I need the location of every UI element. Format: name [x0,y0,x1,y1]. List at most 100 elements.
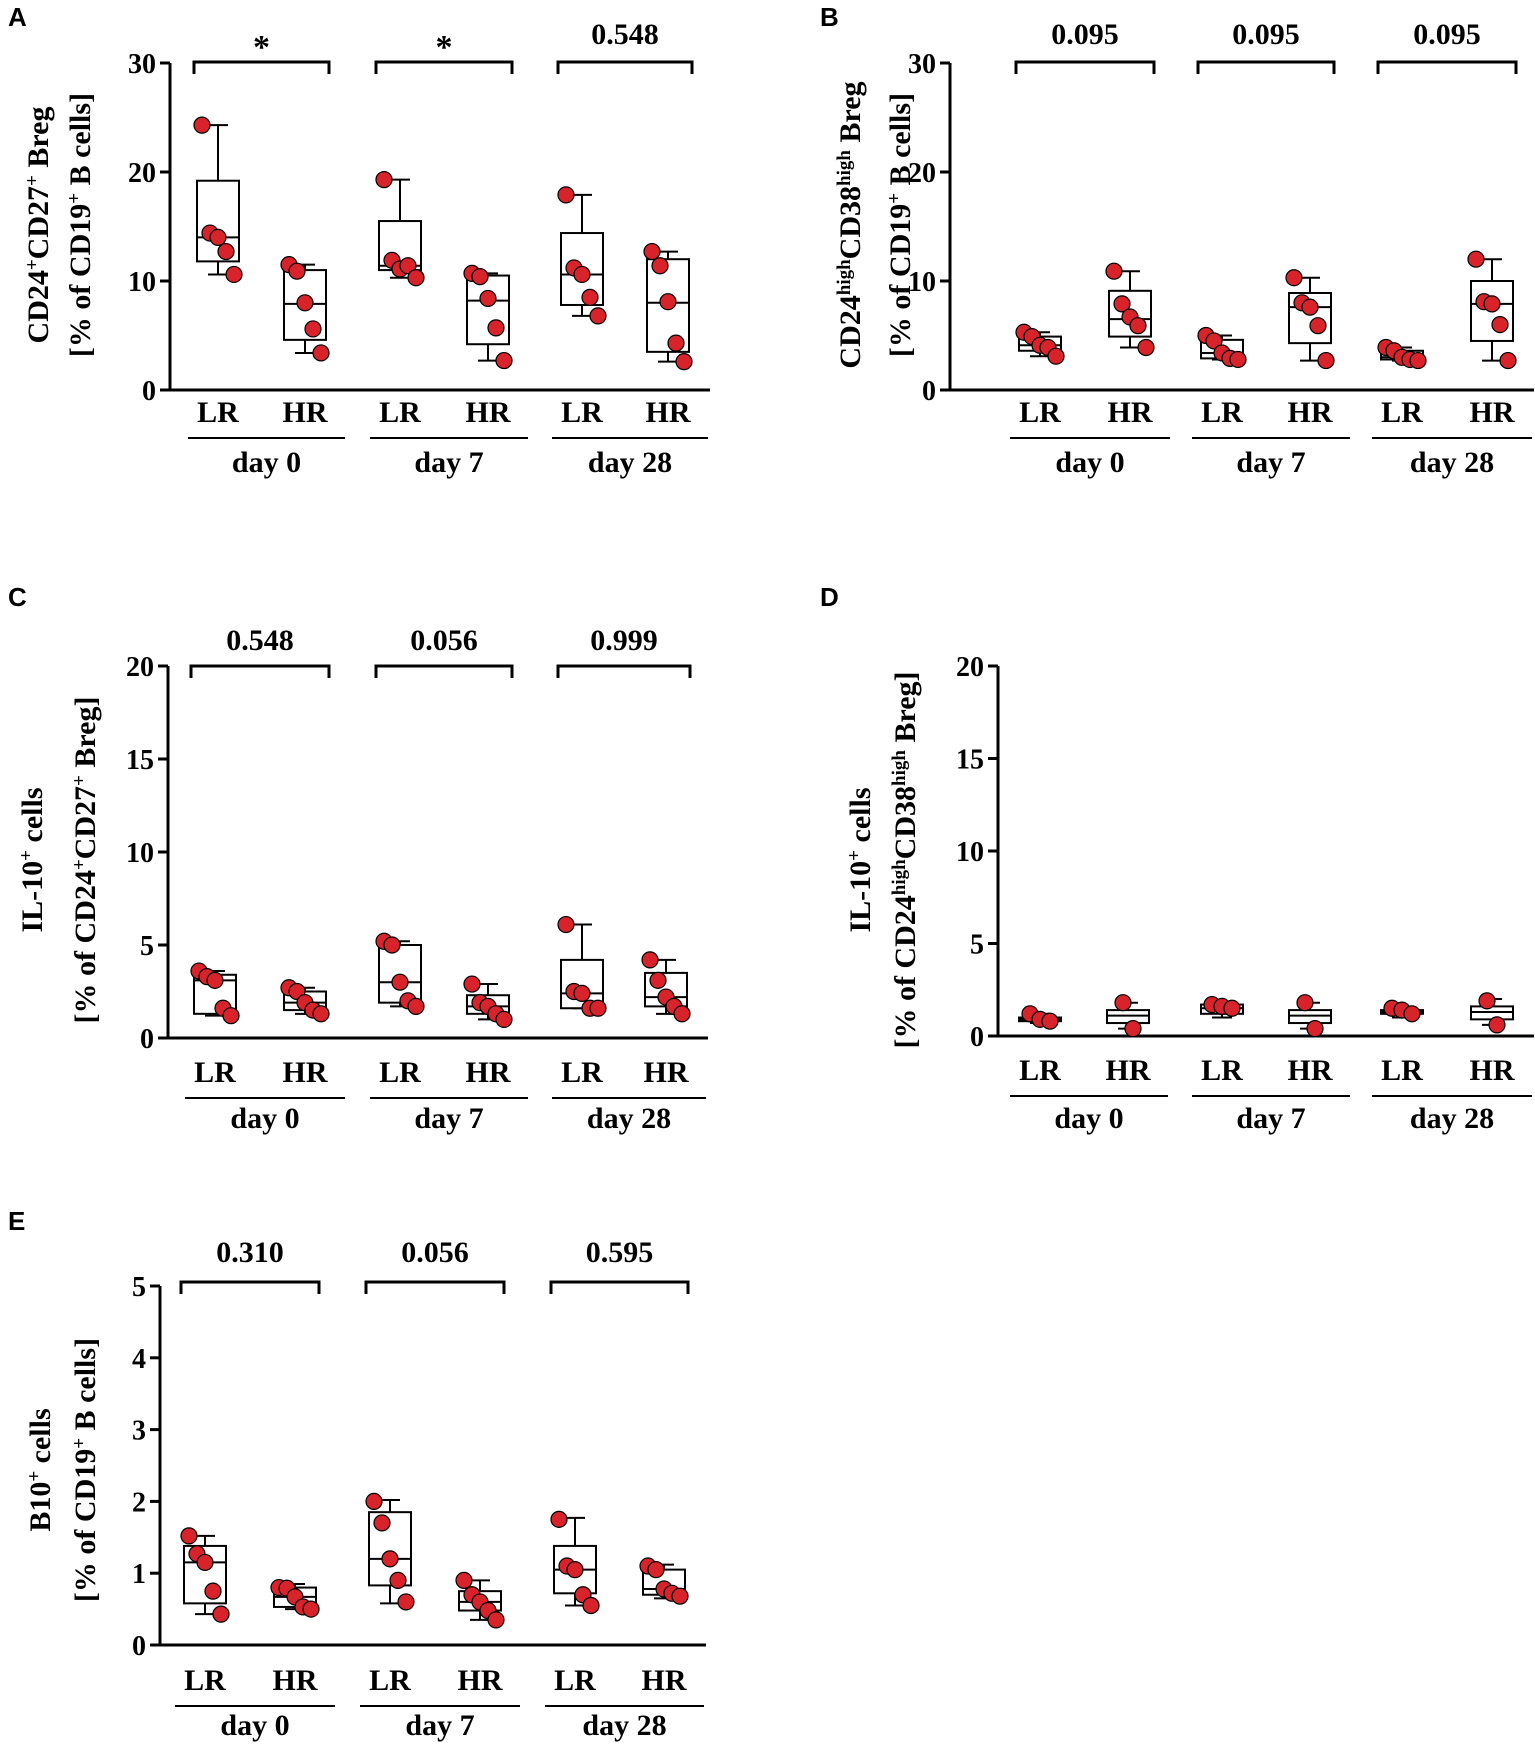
y-axis-label-line-1: CD24highCD38high Breg [834,81,868,368]
data-point [479,289,497,308]
day-label: day 28 [588,446,672,479]
data-point [217,242,235,261]
data-point [312,344,330,362]
box-HR-4 [463,264,513,370]
data-point [487,1611,505,1629]
group-label: HR [1288,396,1333,429]
group-label: LR [184,1664,226,1697]
significance-bracket [364,1280,506,1294]
group-label: HR [646,396,691,429]
p-value-label: 0.056 [401,1236,469,1269]
data-point [1403,1005,1421,1023]
data-point [647,1561,665,1579]
day-label: day 0 [232,446,301,479]
panel-letter: C [8,582,27,612]
box-HR-2 [280,979,330,1023]
data-point [383,936,401,954]
box-HR-4 [463,975,513,1029]
box-LR-5 [550,1510,600,1615]
box-LR-1 [190,962,240,1025]
y-tick-label: 20 [128,158,156,189]
y-tick-label: 10 [126,838,154,869]
data-point [566,1561,584,1579]
group-label: LR [1201,1054,1243,1087]
panel-letter: E [8,1206,25,1236]
data-point [1488,1016,1506,1034]
y-tick-label: 3 [132,1416,146,1447]
data-point [373,1514,391,1532]
data-point [1105,262,1123,280]
data-point [365,1492,383,1511]
data-point [1306,1019,1324,1038]
data-point [1491,316,1509,334]
significance-bracket [556,664,692,678]
y-axis-label-line-2: [% of CD19+ B cells] [69,1338,103,1602]
box-HR-4 [1288,994,1332,1038]
data-point [1124,1019,1142,1038]
data-point [1113,295,1131,313]
box-HR-6 [1470,992,1514,1034]
y-tick-label: 5 [140,931,154,962]
panel-letter: B [820,2,839,32]
box-LR-3 [375,171,425,287]
data-point [1223,999,1241,1017]
group-label: LR [197,396,239,429]
box-LR-1 [1015,323,1065,365]
data-point [1041,1012,1059,1030]
group-label: HR [644,1056,689,1089]
y-axis-label-line-1: IL-10+ cells [16,788,50,933]
box-LR-3 [1197,326,1247,369]
panel-E: E 0 1 2 3 4 5 B10+ cells [% of CD19+ B cells] LR H… [8,1206,706,1742]
group-label: LR [1201,396,1243,429]
y-tick-label: 0 [132,1631,146,1662]
group-label: LR [1019,396,1061,429]
significance-bracket [192,60,331,74]
p-value-label: 0.595 [586,1236,654,1269]
p-value-label: * [253,29,270,66]
group-label: HR [466,396,511,429]
significance-bracket [179,1280,321,1294]
data-point [487,319,505,337]
day-label: day 0 [220,1709,289,1742]
group-label: LR [1019,1054,1061,1087]
data-point [1129,317,1147,335]
data-point [1483,295,1501,313]
day-label: day 7 [1236,1102,1305,1135]
y-axis-label-line-1: B10+ cells [24,1408,58,1531]
y-axis-label-line-2: [% of CD19+ B cells] [884,93,918,357]
box-HR-4 [455,1571,505,1629]
data-point [659,293,677,311]
p-value-label: 0.095 [1413,18,1481,51]
significance-bracket [374,664,514,678]
box [466,274,510,346]
significance-bracket [556,60,694,74]
box-LR-5 [1380,999,1424,1023]
y-tick-label: 10 [956,837,984,868]
box-HR-2 [1105,262,1155,357]
data-point [180,1527,198,1545]
y-axis-label-line-2: [% of CD24highCD38high Breg] [889,671,923,1048]
data-point [1296,994,1314,1012]
data-point [471,268,489,286]
group-label: HR [1106,1054,1151,1087]
y-tick-label: 2 [132,1487,146,1518]
day-label: day 7 [405,1709,474,1742]
group-label: LR [554,1664,596,1697]
box-LR-3 [375,932,425,1015]
box-LR-3 [365,1492,415,1611]
data-point [641,951,659,969]
day-label: day 7 [414,446,483,479]
data-point [391,973,409,991]
data-point [1467,250,1485,268]
data-point [312,1005,330,1023]
significance-bracket [374,60,514,74]
data-point [581,288,599,306]
p-value-label: 0.548 [226,624,294,657]
data-point [582,1596,600,1615]
p-value-label: 0.548 [591,18,659,51]
panel-letter: D [820,582,839,612]
y-tick-label: 20 [126,652,154,683]
box-LR-5 [557,186,607,325]
panel-A: A 0 10 20 30 CD24+CD27+ Breg[% of CD19+ B cel… [8,2,710,479]
